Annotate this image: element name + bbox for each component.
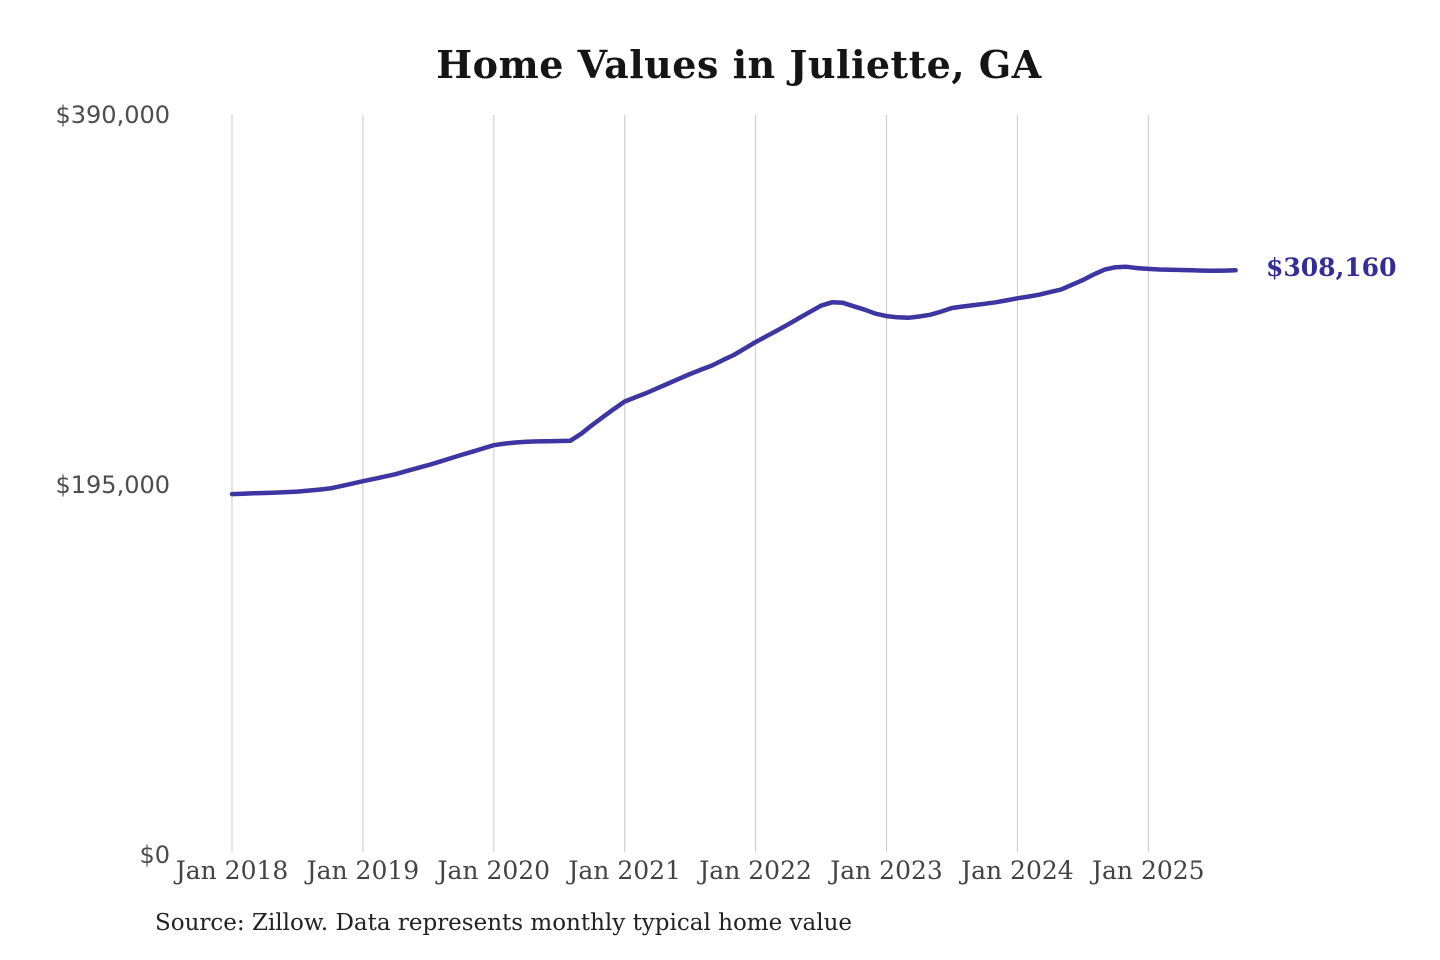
home-value-line — [229, 264, 1238, 497]
latest-value-label: $308,160 — [1266, 253, 1397, 283]
y-axis-tick-label: $195,000 — [55, 471, 170, 499]
x-axis-tick-label: Jan 2025 — [1091, 856, 1205, 885]
source-note: Source: Zillow. Data represents monthly … — [155, 910, 853, 936]
chart-title: Home Values in Juliette, GA — [436, 42, 1042, 87]
x-axis-tick-label: Jan 2020 — [437, 856, 551, 885]
x-axis-tick-label: Jan 2021 — [568, 856, 681, 885]
x-axis-tick-label: Jan 2024 — [961, 856, 1074, 885]
y-axis-tick-label: $390,000 — [55, 101, 170, 129]
gridlines-group — [231, 115, 1149, 852]
x-axis-tick-label: Jan 2018 — [175, 856, 289, 885]
y-axis-tick-label: $0 — [139, 841, 170, 869]
x-axis-tick-label: Jan 2023 — [830, 856, 943, 885]
x-axis-tick-label: Jan 2019 — [306, 856, 420, 885]
x-axis-tick-label: Jan 2022 — [699, 856, 812, 885]
